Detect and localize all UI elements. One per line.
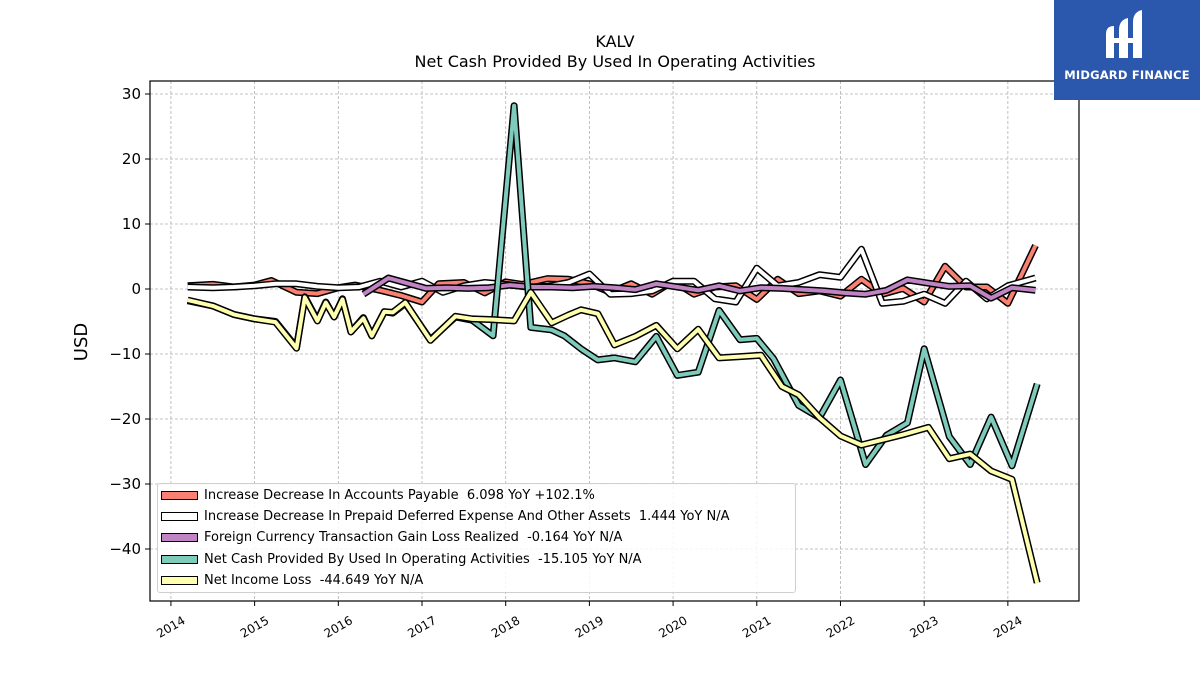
legend-swatch [161,554,198,564]
legend-swatch [161,575,198,585]
chart-title: KALV [595,32,634,51]
legend-item: Increase Decrease In Accounts Payable 6.… [158,487,795,508]
legend-swatch [161,533,198,543]
x-tick-label: 2017 [405,613,438,640]
plot-frame [149,80,1080,602]
brand-logo: MIDGARD FINANCE [1054,0,1200,100]
x-tick-label: 2021 [740,613,773,640]
series-lines [186,102,1041,584]
legend-swatch [161,512,198,522]
series-line-2 [362,276,1036,301]
y-tick-label: 10 [122,215,141,233]
legend: Increase Decrease In Accounts Payable 6.… [157,483,796,593]
brand-name: MIDGARD FINANCE [1064,68,1190,82]
x-tick-label: 2022 [824,613,857,640]
y-tick-label: 20 [122,150,141,168]
y-axis-label: USD [71,323,92,361]
legend-item: Foreign Currency Transaction Gain Loss R… [158,529,795,550]
legend-label: Net Cash Provided By Used In Operating A… [204,551,642,567]
x-tick-label: 2015 [238,613,271,640]
x-tick-label: 2016 [322,613,355,640]
x-tick-label: 2019 [573,613,606,640]
legend-label: Increase Decrease In Accounts Payable 6.… [204,488,595,503]
legend-label: Foreign Currency Transaction Gain Loss R… [204,530,623,546]
series-line-1 [187,247,1037,306]
x-tick-label: 2018 [489,613,522,640]
legend-item: Net Income Loss -44.649 YoY N/A [158,572,795,593]
legend-item: Increase Decrease In Prepaid Deferred Ex… [158,508,795,529]
logo-icon [1106,10,1142,58]
y-tick-label: −30 [109,475,141,493]
chart-subtitle: Net Cash Provided By Used In Operating A… [415,52,816,71]
x-tick-label: 2014 [154,613,187,640]
legend-swatch [161,491,198,500]
y-tick-label: −10 [109,345,141,363]
x-tick-label: 2020 [656,613,689,640]
legend-label: Net Income Loss -44.649 YoY N/A [204,572,424,588]
y-tick-label: 30 [122,85,141,103]
legend-label: Increase Decrease In Prepaid Deferred Ex… [204,509,730,525]
x-ticks: 2014 2015 2016 2017 2018 2019 2020 2021 2022 2023… [154,601,1025,641]
y-ticks: 30 20 10 0 −10 −20 −30 −40 [109,85,150,558]
y-tick-label: −40 [109,540,141,558]
y-tick-label: 0 [131,280,141,298]
x-tick-label: 2023 [907,613,940,640]
x-tick-label: 2024 [991,613,1024,640]
legend-item: Net Cash Provided By Used In Operating A… [158,551,795,572]
y-tick-label: −20 [109,410,141,428]
series-line-4 [187,290,1040,584]
